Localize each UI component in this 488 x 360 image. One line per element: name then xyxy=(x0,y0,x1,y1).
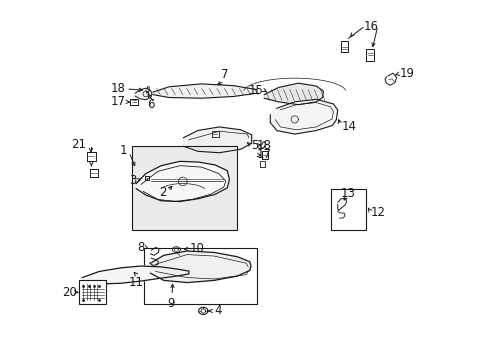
Text: 2: 2 xyxy=(159,186,166,199)
Polygon shape xyxy=(150,251,250,283)
Text: 17: 17 xyxy=(110,95,125,108)
Text: 12: 12 xyxy=(370,207,385,220)
Polygon shape xyxy=(183,127,251,153)
Polygon shape xyxy=(153,84,257,98)
Bar xyxy=(79,280,105,304)
Text: 19: 19 xyxy=(399,67,413,80)
Text: 18: 18 xyxy=(110,82,125,95)
Text: 18: 18 xyxy=(256,139,271,152)
Text: 10: 10 xyxy=(189,242,203,255)
Text: 7: 7 xyxy=(221,68,228,81)
Text: 21: 21 xyxy=(71,138,86,150)
Polygon shape xyxy=(136,161,229,202)
Text: 20: 20 xyxy=(61,286,77,299)
Text: 6: 6 xyxy=(146,98,154,111)
Bar xyxy=(131,146,237,230)
Text: 5: 5 xyxy=(250,139,258,152)
Text: 16: 16 xyxy=(363,20,377,33)
Text: 9: 9 xyxy=(167,297,174,310)
Polygon shape xyxy=(264,83,323,105)
Text: 8: 8 xyxy=(137,241,144,254)
Polygon shape xyxy=(135,88,152,100)
Bar xyxy=(144,248,257,304)
Text: 4: 4 xyxy=(214,305,221,318)
Text: 13: 13 xyxy=(340,187,355,200)
Text: 3: 3 xyxy=(128,174,136,186)
Text: 1: 1 xyxy=(119,144,126,157)
Text: 11: 11 xyxy=(128,276,143,289)
Polygon shape xyxy=(270,99,337,134)
Polygon shape xyxy=(82,266,188,284)
Text: 15: 15 xyxy=(248,84,263,97)
Bar xyxy=(330,189,366,230)
Text: 14: 14 xyxy=(341,120,356,133)
Text: 17: 17 xyxy=(256,148,271,161)
